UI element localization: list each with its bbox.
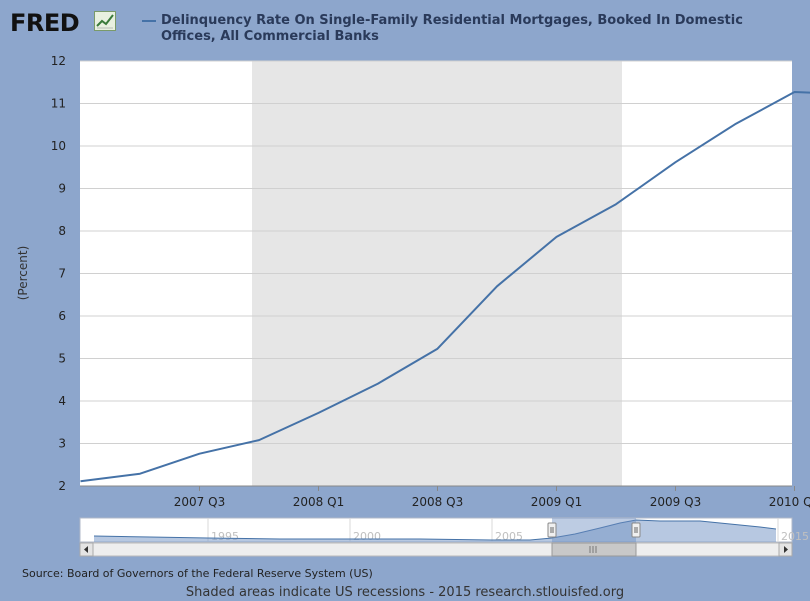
x-tick-label: 2007 Q3: [174, 495, 225, 509]
y-tick-label: 8: [58, 224, 66, 238]
arrow-left-icon: [84, 546, 88, 553]
y-axis-label: (Percent): [16, 246, 30, 301]
navigator-year-label: 2015: [781, 530, 809, 543]
x-tick-label: 2009 Q1: [531, 495, 582, 509]
y-tick-label: 2: [58, 479, 66, 493]
legend-swatch: [142, 20, 156, 22]
navigator-series-line: [93, 519, 777, 541]
y-tick-label: 4: [58, 394, 66, 408]
navigator-right-handle[interactable]: [631, 522, 641, 538]
y-tick-label: 3: [58, 437, 66, 451]
scrollbar-thumb[interactable]: [551, 542, 637, 557]
series-line[interactable]: [80, 91, 810, 483]
source-note: Source: Board of Governors of the Federa…: [22, 567, 373, 580]
x-tick-label: 2008 Q1: [293, 495, 344, 509]
legend-label[interactable]: Delinquency Rate On Single-Family Reside…: [161, 13, 743, 44]
x-tick-label: 2008 Q3: [412, 495, 463, 509]
y-tick-label: 10: [51, 139, 66, 153]
arrow-right-icon: [784, 546, 788, 553]
navigator-series-area: [94, 520, 776, 542]
navigator-selected-range[interactable]: [552, 518, 636, 542]
y-tick-label: 9: [58, 182, 66, 196]
x-tick-label: 2009 Q3: [650, 495, 701, 509]
y-tick-label: 11: [51, 97, 66, 111]
y-tick-label: 5: [58, 352, 66, 366]
x-tick-label: 2010 Q1: [769, 495, 810, 509]
y-tick-label: 7: [58, 267, 66, 281]
line-chart-icon: [94, 11, 116, 31]
fred-logo[interactable]: FRED: [10, 9, 80, 37]
y-tick-label: 6: [58, 309, 66, 323]
navigator-left-handle[interactable]: [547, 522, 557, 538]
y-tick-label: 12: [51, 54, 66, 68]
scrollbar-track[interactable]: [79, 542, 793, 557]
recession-note: Shaded areas indicate US recessions - 20…: [185, 585, 625, 600]
